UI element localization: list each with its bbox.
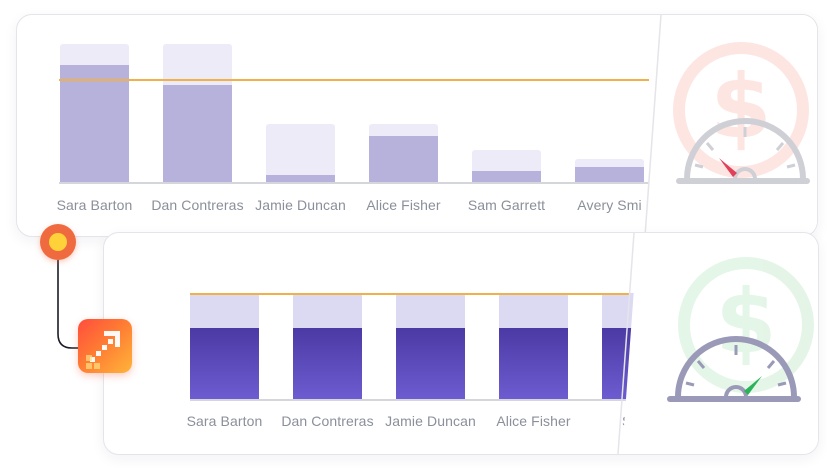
target-line — [190, 293, 630, 295]
bar-fill — [575, 166, 644, 182]
bar-3[interactable] — [369, 124, 438, 182]
bar-track — [163, 44, 232, 182]
bar-fill — [369, 136, 438, 182]
bar-track — [369, 124, 438, 182]
bar-track — [499, 293, 568, 399]
bar-2[interactable] — [396, 293, 465, 399]
bar-5[interactable] — [575, 158, 644, 182]
bar-fill — [396, 327, 465, 399]
gauge-panel: $ — [622, 233, 818, 454]
bar-label: Alice Fisher — [366, 197, 441, 213]
bar-track — [472, 150, 541, 182]
bar-fill — [293, 327, 362, 399]
speedometer-icon — [676, 118, 810, 184]
bar-label: Sara Barton — [186, 413, 263, 429]
gauge-panel: $ — [649, 15, 817, 236]
flow-node-dot — [49, 233, 67, 251]
bar-label: Sara Barton — [56, 197, 133, 213]
bar-label: Dan Contreras — [281, 413, 374, 429]
bar-3[interactable] — [499, 293, 568, 399]
bar-fill — [163, 85, 232, 182]
target-line — [59, 79, 649, 81]
bar-fill — [190, 327, 259, 399]
bar-label: Jamie Duncan — [385, 413, 476, 429]
after-chart-card: Sara Barton Dan Contreras Jamie Duncan Alic… — [103, 232, 819, 455]
bar-fill — [266, 175, 335, 182]
bar-label: Sam Garrett — [467, 197, 546, 213]
bar-track — [293, 293, 362, 399]
bar-label: Dan Contreras — [151, 197, 244, 213]
bar-0[interactable] — [60, 44, 129, 182]
bar-track — [396, 293, 465, 399]
app-logo-icon — [78, 319, 132, 373]
bar-fill — [472, 170, 541, 182]
bar-track — [60, 44, 129, 182]
bar-1[interactable] — [293, 293, 362, 399]
bar-4[interactable] — [472, 150, 541, 182]
svg-text:$: $ — [715, 270, 776, 373]
dollar-watermark-icon: $ — [678, 257, 814, 393]
speedometer-icon — [667, 336, 801, 402]
bar-2[interactable] — [266, 124, 335, 182]
bar-track — [190, 293, 259, 399]
flow-node — [40, 224, 76, 260]
before-chart-card: Sara Barton Dan Contreras Jamie Duncan Alic… — [16, 14, 818, 237]
bar-label: Jamie Duncan — [255, 197, 346, 213]
bar-0[interactable] — [190, 293, 259, 399]
bar-label: Alice Fisher — [496, 413, 571, 429]
gauge-needle — [744, 376, 762, 395]
dollar-watermark-icon: $ — [673, 42, 809, 178]
bar-label: Avery Smi — [577, 197, 642, 213]
bar-track — [575, 158, 644, 182]
bar-fill — [499, 327, 568, 399]
chart-baseline — [190, 399, 630, 401]
bar-track — [266, 124, 335, 182]
gauge-needle — [719, 158, 737, 177]
bar-fill — [60, 64, 129, 182]
svg-text:$: $ — [710, 55, 771, 158]
bar-1[interactable] — [163, 44, 232, 182]
chart-baseline — [59, 182, 649, 184]
